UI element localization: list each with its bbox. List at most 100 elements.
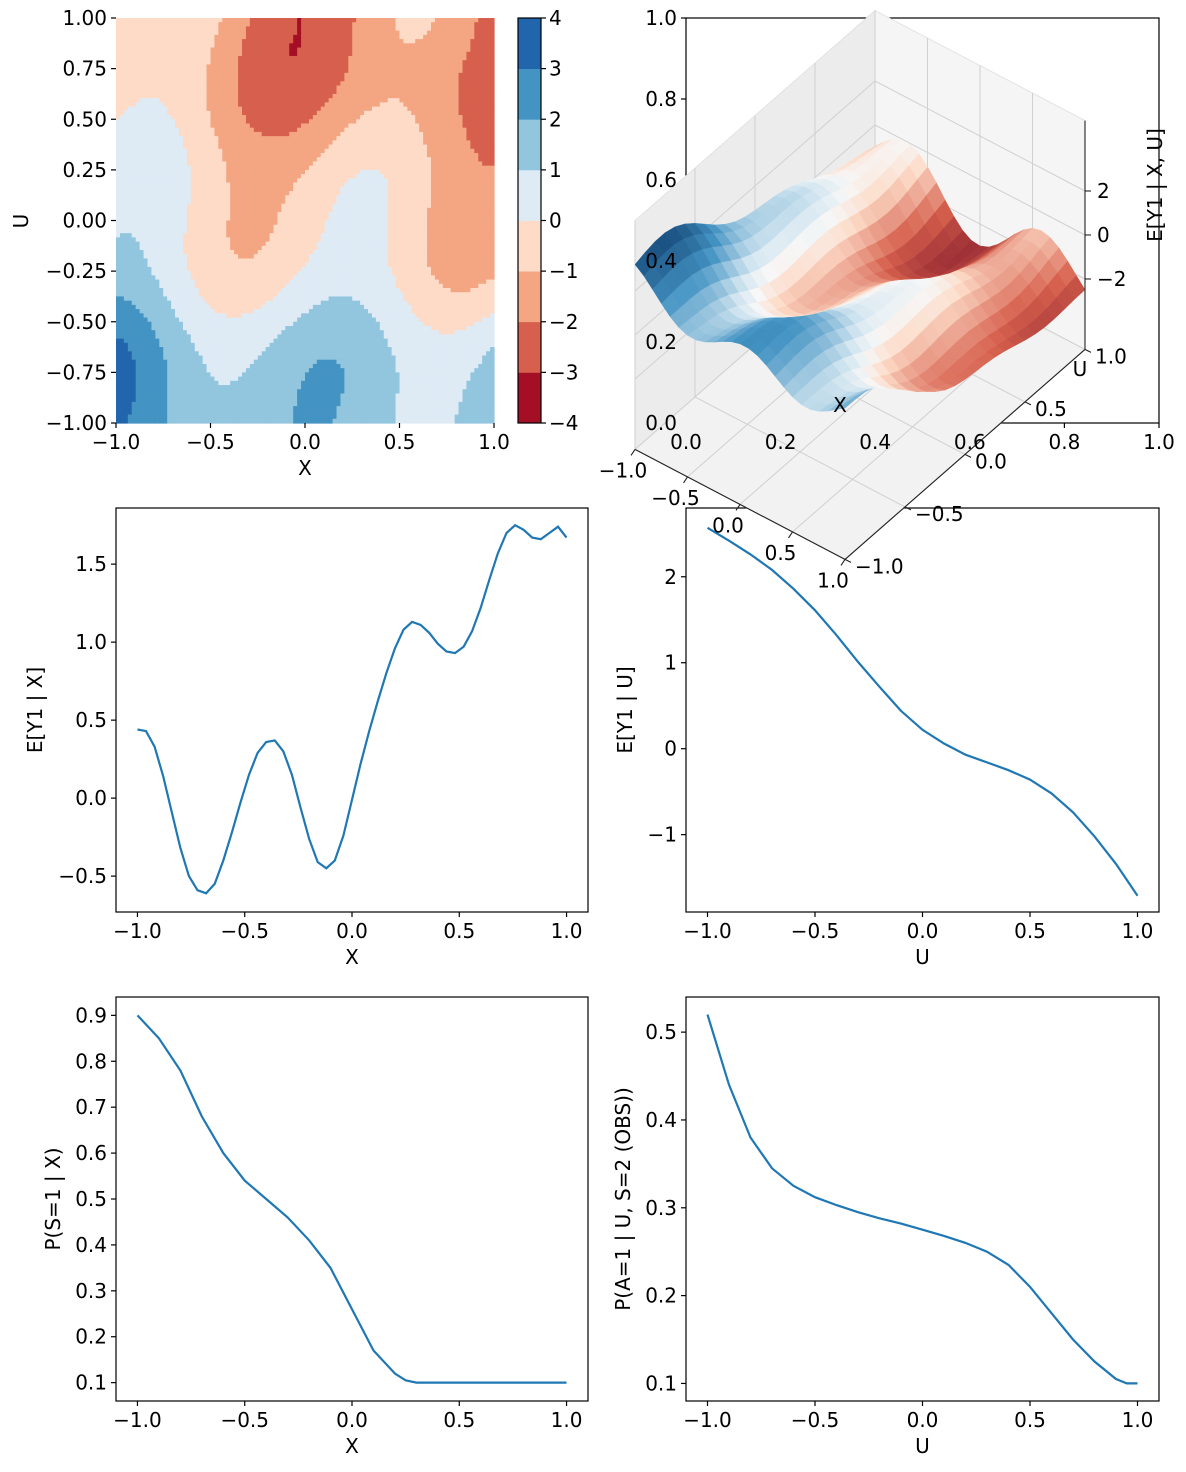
contour-cell	[194, 334, 200, 340]
contour-cell	[190, 93, 196, 99]
contour-cell	[123, 190, 129, 196]
contour-cell	[182, 283, 188, 289]
contour-cell	[159, 169, 164, 175]
contour-cell	[297, 288, 302, 293]
contour-cell	[234, 389, 239, 395]
contour-cell	[135, 55, 141, 61]
contour-cell	[293, 376, 298, 382]
contour-cell	[214, 347, 219, 352]
contour-cell	[253, 283, 259, 289]
contour-cell	[119, 304, 125, 310]
contour-cell	[119, 406, 125, 411]
contour-cell	[182, 26, 188, 32]
contour-cell	[182, 161, 188, 167]
contour-cell	[261, 68, 267, 74]
contour-cell	[218, 224, 223, 230]
contour-cell	[116, 64, 121, 70]
contour-cell	[214, 220, 219, 226]
contour-cell	[155, 414, 160, 420]
contour-cell	[289, 245, 294, 251]
contour-cell	[159, 271, 164, 276]
contour-cell	[261, 182, 267, 188]
contour-cell	[186, 77, 192, 82]
contour-cell	[301, 182, 306, 188]
contour-cell	[265, 169, 271, 175]
contour-cell	[285, 359, 290, 365]
contour-cell	[301, 309, 306, 314]
contour-cell	[289, 30, 294, 36]
contour-cell	[155, 93, 160, 99]
contour-cell	[175, 266, 180, 272]
contour-cell	[171, 140, 176, 146]
contour-cell	[171, 317, 176, 323]
contour-cell	[143, 144, 149, 150]
contour-cell	[308, 347, 314, 352]
contour-cell	[273, 119, 279, 125]
contour-cell	[210, 258, 216, 264]
contour-cell	[234, 351, 239, 357]
contour-cell	[186, 18, 192, 23]
contour-cell	[194, 271, 200, 276]
contour-cell	[289, 224, 294, 230]
contour-cell	[135, 254, 141, 260]
contour-cell	[143, 397, 149, 403]
contour-cell	[119, 380, 125, 386]
contour-cell	[147, 77, 153, 82]
contour-cell	[245, 148, 251, 154]
contour-cell	[186, 283, 192, 289]
contour-cell	[167, 119, 172, 125]
contour-cell	[242, 26, 247, 32]
contour-cell	[293, 30, 298, 36]
contour-cell	[249, 178, 255, 184]
contour-cell	[257, 195, 263, 201]
contour-cell	[151, 368, 156, 373]
contour-cell	[139, 144, 145, 150]
contour-cell	[159, 233, 164, 238]
contour-cell	[155, 212, 160, 217]
contour-cell	[175, 342, 180, 348]
contour-cell	[261, 102, 267, 108]
contour-cell	[135, 136, 141, 141]
contour-cell	[293, 410, 298, 416]
contour-cell	[151, 317, 156, 323]
contour-cell	[238, 334, 243, 340]
contour-cell	[218, 250, 223, 255]
contour-cell	[119, 233, 125, 238]
contour-cell	[119, 110, 125, 116]
contour-cell	[198, 342, 204, 348]
contour-cell	[119, 313, 125, 319]
contour-cell	[198, 355, 204, 361]
contour-cell	[265, 334, 271, 340]
contour-cell	[163, 39, 168, 44]
contour-cell	[194, 347, 200, 352]
contour-cell	[198, 347, 204, 352]
contour-cell	[167, 212, 172, 217]
contour-cell	[119, 372, 125, 378]
contour-cell	[182, 418, 188, 424]
contour-cell	[206, 51, 212, 57]
contour-cell	[139, 51, 145, 57]
contour-cell	[230, 178, 235, 184]
contour-cell	[297, 93, 302, 99]
contour-cell	[277, 26, 282, 32]
contour-cell	[135, 397, 141, 403]
contour-cell	[116, 271, 121, 276]
contour-cell	[210, 393, 216, 399]
contour-cell	[281, 389, 286, 395]
contour-cell	[143, 389, 149, 395]
contour-cell	[116, 18, 121, 23]
contour-cell	[198, 372, 204, 378]
contour-cell	[293, 266, 298, 272]
contour-cell	[214, 372, 219, 378]
contour-cell	[249, 110, 255, 116]
contour-cell	[253, 304, 259, 310]
contour-cell	[301, 254, 306, 260]
contour-cell	[281, 418, 286, 424]
contour-cell	[230, 401, 235, 407]
contour-cell	[202, 127, 208, 133]
contour-cell	[135, 250, 141, 255]
contour-cell	[253, 347, 259, 352]
contour-cell	[312, 262, 318, 268]
contour-cell	[285, 110, 290, 116]
contour-cell	[265, 380, 271, 386]
